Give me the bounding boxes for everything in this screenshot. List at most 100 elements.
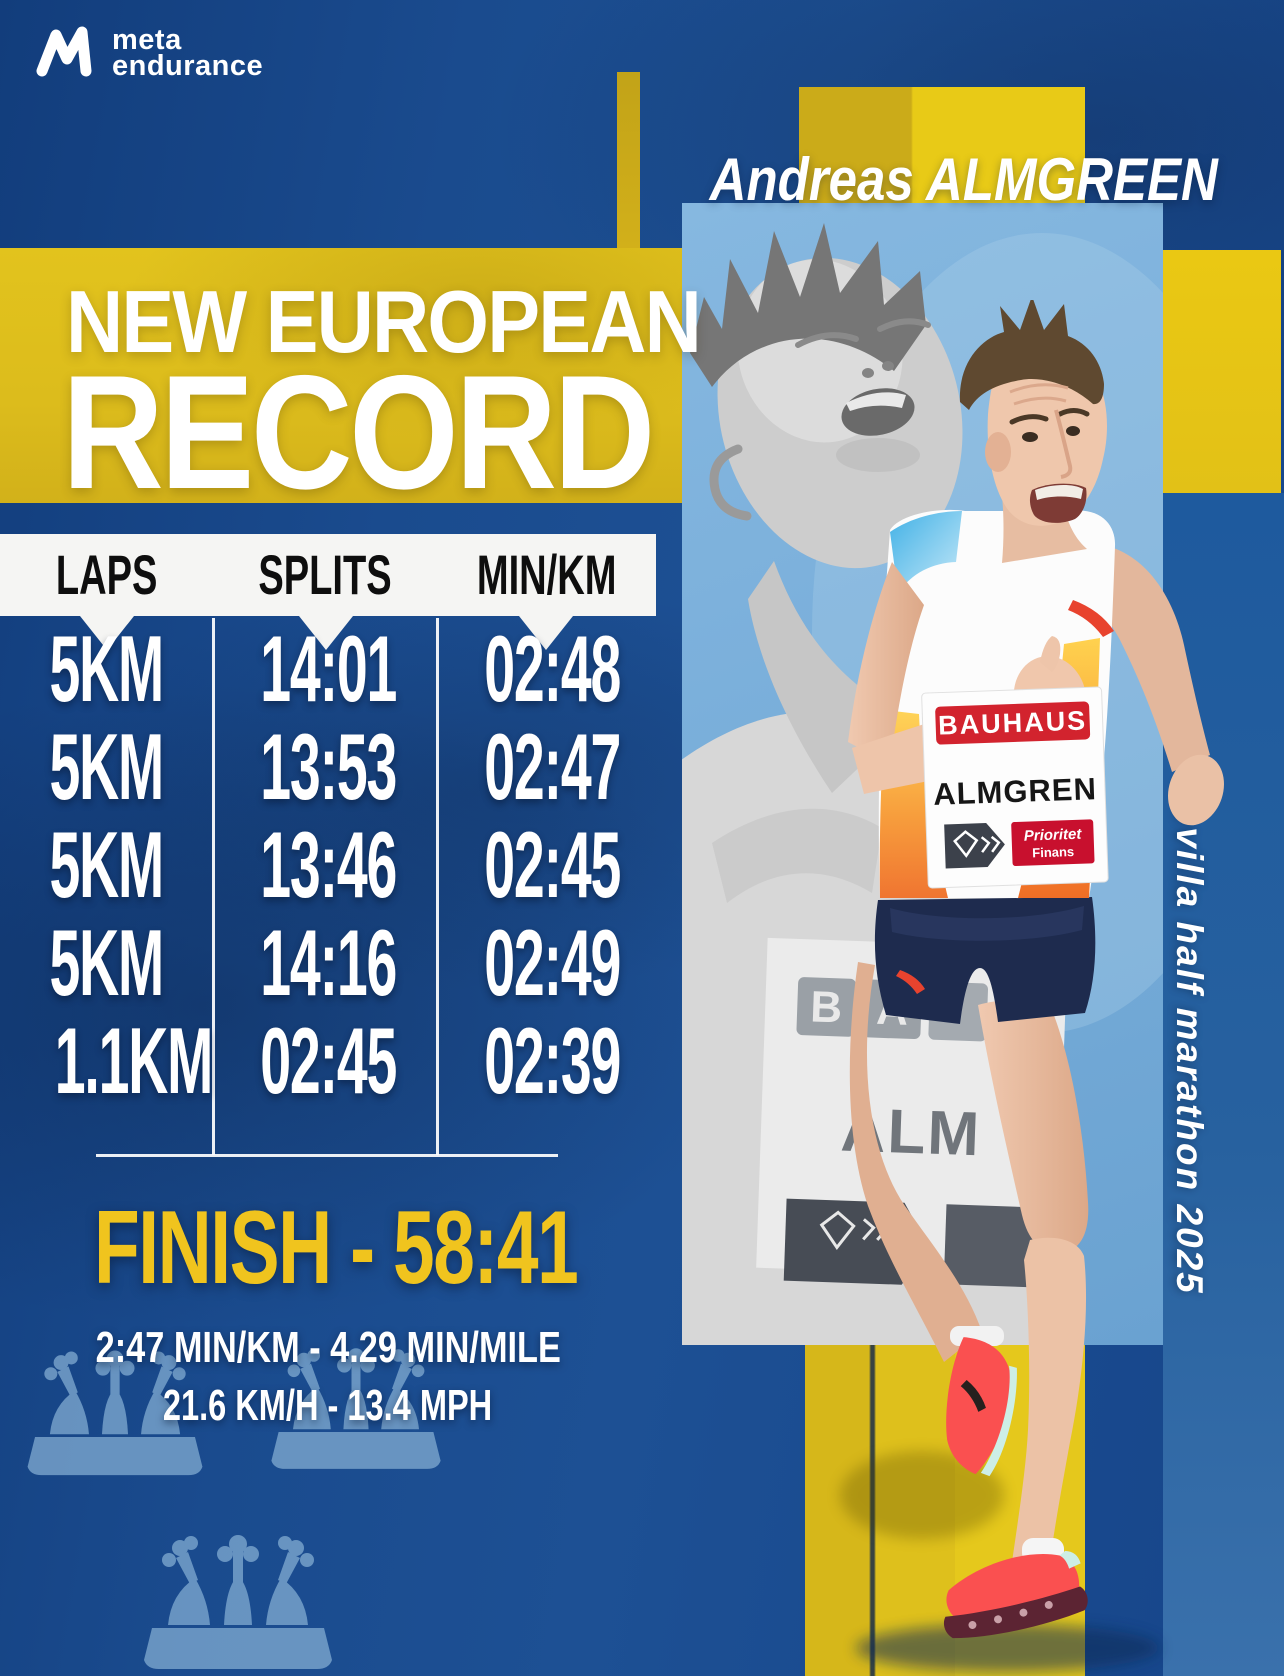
pace-cell: 02:47 — [484, 714, 621, 819]
lap-cell: 5KM — [49, 910, 165, 1015]
ground-shoe-collar — [1059, 1550, 1081, 1569]
bib-subsponsor-line2: Finans — [1032, 844, 1074, 860]
table-row: 1.1KM 02:45 02:39 — [0, 1012, 656, 1110]
eye-left — [1022, 432, 1038, 442]
table-row: 5KM 14:01 02:48 — [0, 620, 656, 718]
finish-time-text: FINISH - 58:41 — [93, 1190, 579, 1306]
column-divider-2 — [436, 618, 439, 1155]
split-cell: 13:46 — [260, 812, 397, 917]
bib-subsponsor-line1: Prioritet — [1024, 826, 1083, 845]
yellow-horizontal-band — [0, 248, 682, 503]
nose-line — [1054, 409, 1073, 479]
yellow-right-block — [1163, 250, 1281, 493]
yellow-sliver-strip — [617, 72, 640, 250]
athlete-name: Andreas ALMGREEN — [620, 150, 1218, 210]
chest-swoosh-icon — [1068, 600, 1114, 637]
bw-nostril — [862, 368, 874, 378]
finish-time: FINISH - 58:41 — [0, 1196, 656, 1300]
table-row: 5KM 14:16 02:49 — [0, 914, 656, 1012]
bw-bib-tile-1 — [796, 977, 857, 1037]
event-caption: Sevilla half marathon 2025 — [1169, 778, 1210, 1295]
table-header-row: LAPS SPLITS MIN/KM — [0, 534, 656, 616]
runner-front-upper-arm — [848, 562, 924, 764]
eye-right — [1066, 426, 1080, 436]
shorts-swoosh-icon — [896, 970, 925, 994]
runner-rear-hand — [1168, 754, 1224, 826]
brand-logo-text: meta endurance — [112, 24, 264, 82]
bw-diamond-outline — [819, 1210, 856, 1251]
header-pointer-1 — [80, 616, 134, 650]
bw-hair — [690, 223, 926, 387]
headline-line1-text: NEW EUROPEAN — [66, 272, 702, 371]
brow-left — [1009, 414, 1049, 425]
runner-thumb — [1040, 636, 1061, 672]
column-divider-1 — [212, 618, 215, 1155]
spike-dot-4 — [1044, 1600, 1053, 1609]
pace-cell: 02:39 — [484, 1008, 621, 1113]
diamond-chevrons — [980, 835, 1001, 853]
headline-line1: NEW EUROPEAN — [66, 278, 771, 366]
crown-icon-3 — [144, 1535, 332, 1669]
pace-line-1: 2:47 MIN/KM - 4.29 MIN/MILE — [0, 1326, 656, 1370]
air-shoe-sole — [980, 1365, 1017, 1477]
ground-shadow — [856, 1624, 1160, 1672]
brow-right — [1057, 408, 1090, 417]
spike-dot-2 — [994, 1615, 1003, 1624]
bib-sponsor-text: BAUHAUS — [938, 705, 1088, 740]
bw-torso-shade — [712, 808, 882, 903]
bib-sponsor-strip — [935, 701, 1091, 745]
singlet-strap — [890, 511, 962, 593]
table-bottom-rule — [96, 1154, 558, 1157]
runner-front-calf — [1012, 1237, 1087, 1562]
split-cell: 14:01 — [260, 616, 397, 721]
runner-rear-leg — [849, 962, 982, 1362]
ground-shoe-upper — [946, 1553, 1080, 1620]
runner-ear — [985, 432, 1011, 472]
header-pointer-2 — [299, 616, 353, 650]
table-header-splits: SPLITS — [258, 543, 392, 606]
yellow-vertical-stripe-top — [799, 87, 1085, 204]
brand-line2: endurance — [112, 50, 264, 82]
pace-cell: 02:49 — [484, 910, 621, 1015]
athlete-name-text: Andreas ALMGREEN — [709, 146, 1218, 213]
pace-cell: 02:48 — [484, 616, 621, 721]
bw-ear — [709, 444, 752, 521]
headline-line2: RECORD — [62, 352, 740, 514]
header-pointer-3 — [519, 616, 573, 650]
bw-chin-shade — [836, 438, 920, 472]
ground-shoe-sole — [943, 1586, 1088, 1639]
runner-air-shoe — [946, 1337, 1017, 1477]
runner-front-thigh — [978, 1000, 1089, 1253]
table-row: 5KM 13:46 02:45 — [0, 816, 656, 914]
bw-nostril-2 — [882, 361, 894, 371]
headline-line2-text: RECORD — [62, 342, 655, 523]
table-body: 5KM 14:01 02:48 5KM 13:53 02:47 5KM 13:4… — [0, 620, 656, 1110]
diamond-outline — [953, 830, 979, 858]
forehead-wrinkles — [1009, 383, 1069, 406]
bib-name-text: ALMGREN — [933, 771, 1098, 812]
shorts-sheen — [890, 906, 1084, 941]
bib-subsponsor-box — [1011, 819, 1095, 867]
runner-ground-shoe — [943, 1550, 1088, 1639]
bw-eye-left — [795, 332, 859, 348]
teeth — [1035, 484, 1083, 500]
air-shoe-swoosh — [960, 1379, 986, 1412]
brand-line1: meta — [112, 24, 182, 56]
spike-dot-1 — [968, 1621, 977, 1630]
lap-cell: 5KM — [49, 812, 165, 917]
bw-bib-letter-b: B — [810, 982, 843, 1032]
table-row: 5KM 13:53 02:47 — [0, 718, 656, 816]
pace-cell: 02:45 — [484, 812, 621, 917]
split-cell: 14:16 — [260, 910, 397, 1015]
lap-cell: 1.1KM — [54, 1008, 214, 1113]
air-shoe-shadow — [840, 1451, 1004, 1539]
split-cell: 13:53 — [260, 714, 397, 819]
table-header-laps: LAPS — [55, 543, 158, 606]
meta-endurance-logo-icon — [36, 26, 92, 77]
bw-teeth — [846, 392, 906, 411]
race-bib: BAUHAUS ALMGREN Prioritet Finans — [921, 686, 1109, 889]
brand-logo: meta endurance — [34, 24, 264, 82]
spike-dot-3 — [1019, 1608, 1028, 1617]
pace-line-2: 21.6 KM/H - 13.4 MPH — [0, 1384, 656, 1428]
table-header-minkm: MIN/KM — [476, 543, 617, 606]
